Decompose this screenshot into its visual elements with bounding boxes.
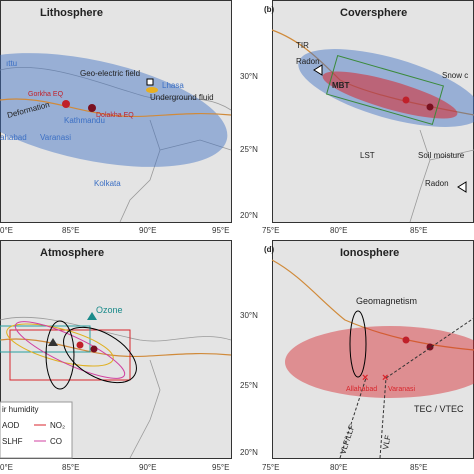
- legend-label: SLHF: [2, 437, 23, 446]
- vlf-path: [379, 377, 387, 459]
- panel-title: Lithosphere: [40, 7, 103, 19]
- method-label: LST: [360, 151, 375, 160]
- panel-ionosphere: × × (d) Ionosphere Geomagnetism Allahaba…: [240, 240, 474, 472]
- y-tick-label: 20°N: [240, 211, 258, 220]
- eq-label: Dolakha EQ: [96, 112, 134, 119]
- y-tick-label: 30°N: [240, 72, 258, 81]
- epicenter: [76, 341, 84, 349]
- ozone-marker: [87, 312, 97, 320]
- panel-tag: (d): [264, 245, 275, 254]
- border: [0, 66, 232, 111]
- border: [0, 316, 232, 459]
- legend-label: AOD: [2, 421, 20, 430]
- place-label: Kathmandu: [64, 116, 105, 125]
- map-frame: [0, 0, 232, 223]
- panel-atmosphere: Atmosphere Ozone ir humidity AOD NO₂ SLH…: [0, 240, 232, 472]
- method-label: Underground fluid: [150, 93, 214, 102]
- x-tick-label: 0°E: [0, 226, 13, 235]
- legend-label: NO₂: [50, 421, 65, 430]
- fault-line: [0, 338, 232, 358]
- x-tick-label: 85°E: [62, 463, 79, 472]
- x-tick-label: 95°E: [212, 463, 229, 472]
- panel-lithosphere: Lithosphere ıttu Geo-electric field Lhas…: [0, 0, 232, 235]
- method-label: Radon: [425, 179, 449, 188]
- place-label: Varanasi: [40, 133, 71, 142]
- method-label: Snow c: [442, 71, 468, 80]
- border: [119, 119, 161, 223]
- y-tick-label: 20°N: [240, 448, 258, 457]
- lst-box: [325, 54, 445, 126]
- method-label: Geomagnetism: [356, 296, 417, 306]
- radon-marker: [313, 64, 323, 76]
- fluid-marker: [146, 87, 158, 93]
- epicenter: [402, 336, 410, 344]
- vlf-path: [339, 377, 367, 459]
- panel-title: Coversphere: [340, 7, 407, 19]
- legend-label: CO: [50, 437, 62, 446]
- vlf-path: [385, 317, 474, 379]
- place-label: ıttu: [6, 59, 17, 68]
- x-tick-label: 90°E: [139, 463, 156, 472]
- station: ×: [362, 372, 368, 384]
- tec-region: [285, 326, 474, 398]
- place-label: Allahabad: [346, 386, 377, 393]
- x-tick-label: 75°E: [262, 226, 279, 235]
- method-label: VLF: [381, 434, 392, 450]
- panel-coversphere: (b) Coversphere TIR Radon MBT Snow c LST…: [240, 0, 474, 235]
- method-label: Ozone: [96, 305, 123, 315]
- legend-label: ir humidity: [2, 405, 38, 414]
- panel-tag: (b): [264, 5, 275, 14]
- station: [48, 338, 58, 346]
- method-label: Soil moisture: [418, 151, 465, 160]
- x-tick-label: 95°E: [212, 226, 229, 235]
- mbt-region: [322, 71, 458, 119]
- x-tick-label: 90°E: [139, 226, 156, 235]
- x-tick-label: 85°E: [410, 463, 427, 472]
- radon-marker: [457, 181, 467, 193]
- fault-line: [0, 98, 232, 118]
- border: [409, 129, 474, 223]
- place-label: Lhasa: [162, 81, 184, 90]
- x-tick-label: 80°E: [330, 226, 347, 235]
- border: [159, 139, 232, 151]
- method-label: TEC / VTEC: [414, 404, 464, 414]
- x-tick-label: 85°E: [410, 226, 427, 235]
- region-ellipse: [14, 321, 126, 379]
- epicenter: [62, 100, 70, 108]
- epicenter: [426, 103, 434, 111]
- method-label: MBT: [332, 81, 349, 90]
- y-tick-label: 30°N: [240, 311, 258, 320]
- method-label: TIR: [296, 41, 309, 50]
- y-tick-label: 25°N: [240, 145, 258, 154]
- y-tick-label: 25°N: [240, 381, 258, 390]
- method-label: Radon: [296, 57, 320, 66]
- legend: [0, 401, 73, 459]
- x-tick-label: 85°E: [62, 226, 79, 235]
- epicenter: [90, 345, 98, 353]
- method-label: Geo-electric field: [80, 69, 140, 78]
- region-ellipse: [63, 326, 137, 384]
- x-tick-label: 75°E: [262, 463, 279, 472]
- panel-title: Ionosphere: [340, 247, 399, 259]
- eq-label: Gorkha EQ: [28, 91, 64, 98]
- place-label: Varanasi: [388, 386, 416, 393]
- map-frame: [272, 240, 474, 459]
- x-tick-label: 0°E: [0, 463, 13, 472]
- station: [146, 78, 154, 86]
- epicenter: [88, 104, 96, 112]
- geomag-region: [349, 310, 367, 378]
- x-tick-label: 80°E: [330, 463, 347, 472]
- station: ×: [382, 372, 388, 384]
- epicenter: [402, 96, 410, 104]
- panel-title: Atmosphere: [40, 247, 104, 259]
- region-ellipse: [45, 320, 75, 390]
- place-label: Kolkata: [94, 179, 121, 188]
- place-label: ahabad: [0, 133, 27, 142]
